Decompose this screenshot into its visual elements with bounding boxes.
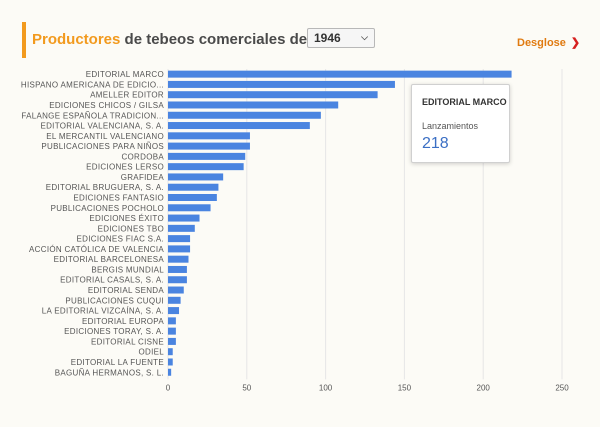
category-label: EDICIONES TORAY, S. A.	[64, 327, 164, 336]
bar	[168, 194, 217, 201]
bar	[168, 111, 321, 119]
chevron-right-icon: ❯	[570, 37, 581, 49]
bar	[168, 327, 176, 335]
bar	[168, 163, 244, 171]
bar	[168, 122, 310, 130]
chart-tooltip: EDITORIAL MARCO Lanzamientos 218	[411, 84, 510, 163]
category-label: EDITORIAL BARCELONESA	[54, 255, 165, 264]
category-label: EDICIONES FANTASIO	[73, 194, 164, 203]
bar	[168, 368, 172, 376]
year-select-value: 1946	[314, 31, 341, 45]
category-label: EDICIONES ÉXITO	[89, 214, 164, 223]
category-label: GRAFIDEA	[121, 173, 165, 182]
category-label: PUBLICACIONES POCHOLO	[51, 204, 164, 213]
category-label: EDITORIAL CISNE	[91, 337, 164, 346]
x-tick-label: 150	[398, 383, 412, 392]
x-tick-label: 250	[555, 383, 569, 392]
breakdown-label: Desglose	[517, 37, 566, 49]
category-label: EDITORIAL LA FUENTE	[71, 358, 164, 367]
category-label: ODIEL	[138, 348, 164, 357]
category-label: EDITORIAL EUROPA	[82, 317, 164, 326]
category-label: EDITORIAL BRUGUERA, S. A.	[46, 183, 164, 192]
bar	[168, 91, 378, 99]
bar	[168, 358, 173, 366]
year-select[interactable]: 1946 ⌵	[307, 28, 375, 48]
bar	[168, 142, 250, 150]
bar	[168, 204, 211, 212]
bar	[168, 80, 395, 88]
bar	[168, 245, 191, 253]
bar	[168, 173, 224, 181]
bar	[168, 152, 246, 160]
x-tick-label: 50	[242, 383, 251, 392]
category-label: PUBLICACIONES PARA NIÑOS	[41, 142, 164, 151]
category-label: BERGIS MUNDIAL	[91, 265, 164, 274]
title-highlight: Productores	[32, 31, 121, 48]
bar	[168, 214, 200, 222]
category-label: LA EDITORIAL VIZCAÍNA, S. A.	[42, 307, 164, 316]
category-label: CORDOBA	[121, 152, 164, 161]
bar	[168, 132, 250, 140]
breakdown-link[interactable]: Desglose ❯	[517, 36, 580, 49]
bar	[168, 276, 187, 284]
category-label: FALANGE ESPAÑOLA TRADICION...	[21, 111, 164, 120]
bar	[168, 307, 180, 315]
bar	[168, 101, 339, 109]
page-title: Productores de tebeos comerciales del añ…	[32, 31, 342, 48]
bar	[168, 70, 512, 78]
bar	[168, 255, 189, 263]
category-label: PUBLICACIONES CUQUI	[65, 296, 164, 305]
category-label: EDITORIAL CASALS, S. A.	[60, 276, 164, 285]
tooltip-title: EDITORIAL MARCO	[422, 97, 507, 107]
bar	[168, 286, 184, 294]
category-label: EL MERCANTIL VALENCIANO	[46, 132, 164, 141]
category-label: EDICIONES TBO	[98, 224, 164, 233]
title-accent-bar	[22, 22, 26, 58]
bar	[168, 348, 173, 356]
category-label: EDITORIAL MARCO	[86, 70, 164, 79]
category-label: EDICIONES LERSO	[86, 163, 164, 172]
category-label: EDICIONES FIAC S.A.	[77, 235, 165, 244]
category-label: EDITORIAL SENDA	[88, 286, 164, 295]
category-label: ACCIÓN CATÓLICA DE VALENCIA	[29, 245, 164, 254]
category-label: EDICIONES CHICOS / GILSA	[49, 101, 164, 110]
x-tick-label: 200	[477, 383, 491, 392]
bar	[168, 235, 191, 243]
category-label: BAGUÑA HERMANOS, S. L.	[55, 368, 164, 377]
category-label: AMELLER EDITOR	[90, 91, 164, 100]
category-label: EDITORIAL VALENCIANA, S. A.	[40, 122, 164, 131]
bar	[168, 337, 176, 345]
bar	[168, 317, 176, 325]
bar	[168, 183, 219, 191]
tooltip-label: Lanzamientos	[422, 121, 479, 131]
tooltip-value: 218	[422, 135, 449, 152]
bar	[168, 296, 181, 304]
x-tick-label: 100	[319, 383, 333, 392]
bar	[168, 265, 187, 273]
x-tick-label: 0	[166, 383, 171, 392]
bar	[168, 224, 195, 232]
chevron-down-icon: ⌵	[361, 32, 368, 42]
category-label: HISPANO AMERICANA DE EDICIO...	[21, 80, 164, 89]
title-rest: de tebeos comerciales del año	[124, 31, 343, 48]
